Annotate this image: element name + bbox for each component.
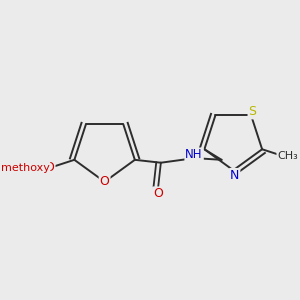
Text: methoxy: methoxy: [1, 163, 50, 173]
Text: O: O: [45, 161, 55, 174]
Text: S: S: [248, 105, 256, 119]
Text: NH: NH: [185, 148, 203, 161]
Text: O: O: [100, 175, 110, 188]
Text: N: N: [230, 169, 239, 182]
Text: CH₃: CH₃: [278, 151, 298, 160]
Text: O: O: [153, 188, 163, 200]
